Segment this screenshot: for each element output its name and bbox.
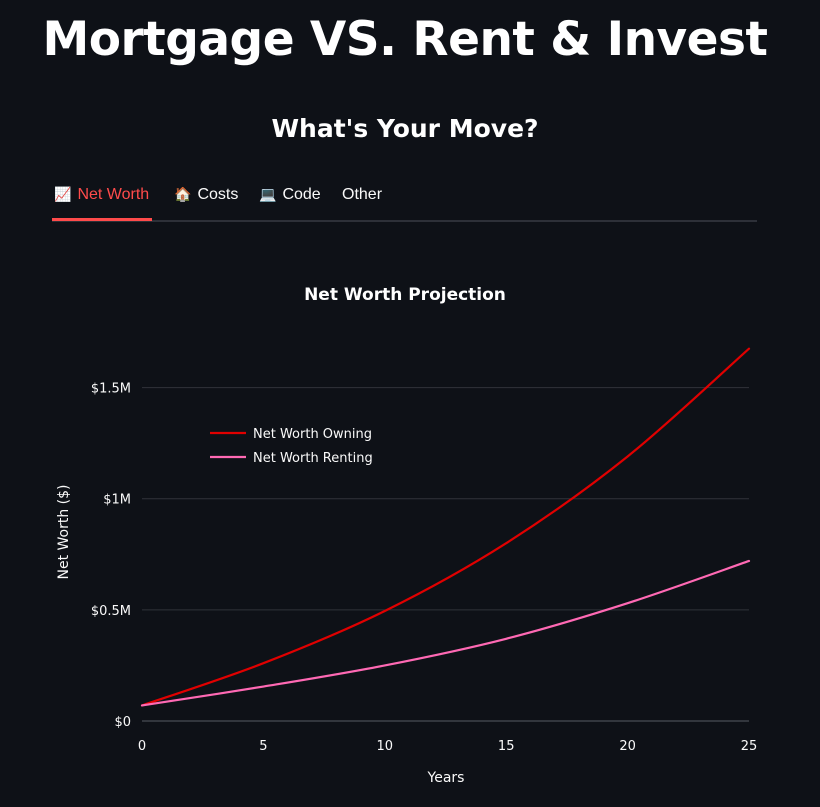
tab-label: Net Worth	[77, 186, 150, 203]
chart-title: Net Worth Projection	[304, 285, 506, 305]
chart-increasing-icon: 📈	[54, 186, 72, 202]
tab-label: Other	[342, 186, 383, 203]
tab-net-worth[interactable]: 📈 Net Worth	[54, 176, 149, 220]
y-tick-label: $1.5M	[91, 382, 131, 397]
x-axis-label: Years	[427, 770, 465, 786]
x-tick-label: 25	[741, 739, 758, 754]
y-axis-label: Net Worth ($)	[56, 484, 72, 579]
laptop-icon: 💻	[259, 186, 277, 202]
y-tick-label: $1M	[103, 493, 131, 508]
page-title: Mortgage VS. Rent & Invest	[42, 12, 768, 67]
tab-bar: 📈 Net Worth 🏠 Costs 💻 Code Other	[52, 176, 757, 222]
tab-label: Costs	[197, 186, 239, 203]
x-tick-label: 0	[138, 739, 146, 754]
grid-layer	[142, 387, 749, 722]
tab-other[interactable]: Other	[342, 176, 382, 220]
y-tick-label: $0	[114, 715, 131, 730]
tab-label: Code	[282, 186, 321, 203]
tab-code[interactable]: 💻 Code	[259, 176, 321, 220]
x-tick-label: 10	[377, 739, 394, 754]
x-tick-label: 15	[498, 739, 515, 754]
y-tick-label: $0.5M	[91, 604, 131, 619]
net-worth-chart: Net Worth Projection $0 $0.5M $1M $1.5M 0 5 10…	[56, 285, 757, 786]
active-tab-indicator	[52, 218, 152, 221]
series-line-owning	[140, 347, 751, 707]
axis-layer: $0 $0.5M $1M $1.5M 0 5 10 15 20 25	[91, 382, 757, 754]
tab-costs[interactable]: 🏠 Costs	[174, 176, 238, 220]
series-line-renting	[140, 559, 751, 707]
legend-label: Net Worth Owning	[253, 427, 372, 442]
house-icon: 🏠	[174, 186, 192, 202]
x-tick-label: 5	[259, 739, 267, 754]
series-layer	[140, 347, 751, 707]
x-tick-label: 20	[619, 739, 636, 754]
legend: Net Worth Owning Net Worth Renting	[210, 427, 373, 466]
legend-label: Net Worth Renting	[253, 451, 373, 466]
page-subtitle: What's Your Move?	[271, 114, 539, 143]
